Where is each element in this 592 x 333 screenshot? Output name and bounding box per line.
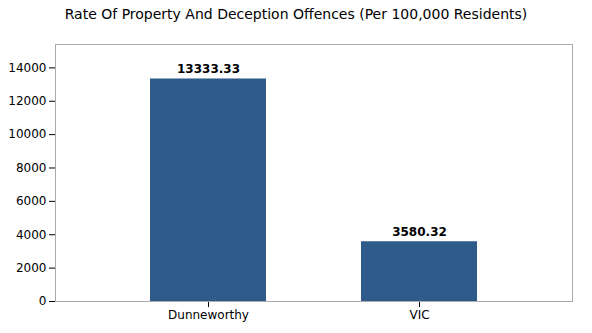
svg-text:13333.33: 13333.33 [177,62,240,76]
svg-text:6000: 6000 [16,194,47,208]
svg-text:14000: 14000 [8,61,46,75]
svg-text:2000: 2000 [16,261,47,275]
html-text:Rate Of Property And Deception: Rate Of Property And Deception Offences … [64,6,528,22]
svg-text:8000: 8000 [16,161,47,175]
svg-text:0: 0 [39,294,47,308]
svg-text:12000: 12000 [8,94,46,108]
svg-text:3580.32: 3580.32 [392,225,447,239]
svg-text:VIC: VIC [409,308,429,322]
svg-text:Dunneworthy: Dunneworthy [168,308,249,322]
svg-text:4000: 4000 [16,228,47,242]
svg-text:10000: 10000 [8,127,46,141]
